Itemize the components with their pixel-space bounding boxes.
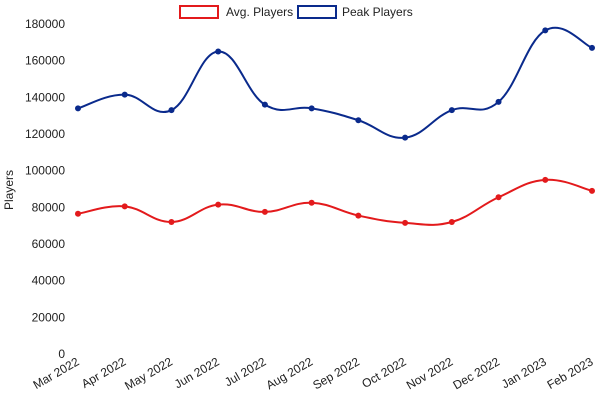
y-tick-label: 40000 — [32, 274, 66, 288]
legend-label-avg-players: Avg. Players — [226, 5, 293, 19]
legend-swatch-avg-players — [179, 5, 219, 19]
data-point-peak-players[interactable] — [261, 101, 268, 108]
series-peak-players — [75, 26, 595, 141]
data-point-peak-players[interactable] — [121, 91, 128, 98]
data-point-avg-players[interactable] — [448, 219, 455, 225]
data-point-avg-players[interactable] — [75, 210, 81, 217]
x-tick-label: Mar 2022 — [31, 354, 82, 392]
x-tick-label: Jun 2022 — [172, 354, 222, 391]
data-point-peak-players[interactable] — [448, 107, 455, 114]
x-tick-label: Sep 2022 — [310, 354, 362, 392]
data-point-avg-players[interactable] — [121, 203, 128, 210]
data-point-peak-players[interactable] — [589, 44, 595, 51]
x-tick-label: Nov 2022 — [404, 354, 456, 392]
data-point-avg-players[interactable] — [168, 219, 175, 225]
data-point-peak-players[interactable] — [168, 107, 175, 114]
y-axis-title: Players — [2, 170, 16, 210]
data-point-avg-players[interactable] — [589, 187, 595, 194]
y-tick-label: 100000 — [25, 164, 65, 178]
y-tick-label: 60000 — [32, 237, 66, 251]
data-point-peak-players[interactable] — [75, 105, 81, 112]
legend: Avg. Players Peak Players — [179, 5, 413, 19]
series-layer — [75, 26, 595, 226]
legend-label-peak-players: Peak Players — [342, 5, 413, 19]
x-tick-label: Aug 2022 — [264, 354, 316, 392]
x-tick-label: Jul 2022 — [222, 354, 269, 389]
legend-item-peak-players[interactable]: Peak Players — [297, 5, 413, 19]
x-tick-label: Oct 2022 — [359, 354, 408, 391]
series-line-avg-players — [77, 178, 593, 226]
y-tick-label: 0 — [58, 347, 65, 361]
y-tick-label: 160000 — [25, 54, 65, 68]
y-tick-label: 140000 — [25, 90, 65, 104]
y-tick-label: 180000 — [25, 17, 65, 31]
data-point-avg-players[interactable] — [308, 199, 315, 206]
data-point-avg-players[interactable] — [402, 219, 409, 226]
data-point-peak-players[interactable] — [495, 98, 502, 105]
x-tick-label: Dec 2022 — [451, 354, 503, 392]
data-point-peak-players[interactable] — [308, 105, 315, 112]
data-point-peak-players[interactable] — [402, 134, 409, 141]
x-tick-label: Apr 2022 — [79, 354, 128, 391]
x-tick-label: May 2022 — [122, 354, 175, 393]
legend-item-avg-players[interactable]: Avg. Players — [179, 5, 293, 19]
y-tick-label: 80000 — [32, 200, 66, 214]
legend-swatch-peak-players — [297, 5, 337, 19]
x-tick-label: Jan 2023 — [499, 354, 549, 391]
y-axis-ticks: 0 20000 40000 60000 80000 100000 120000 140000 1… — [25, 17, 65, 361]
x-tick-label: Feb 2023 — [545, 354, 596, 392]
data-point-avg-players[interactable] — [261, 208, 268, 215]
data-point-peak-players[interactable] — [542, 27, 549, 34]
data-point-avg-players[interactable] — [215, 201, 222, 208]
data-point-avg-players[interactable] — [355, 212, 362, 219]
data-point-peak-players[interactable] — [355, 117, 362, 124]
data-point-avg-players[interactable] — [542, 176, 549, 183]
y-tick-label: 120000 — [25, 127, 65, 141]
y-tick-label: 20000 — [32, 310, 66, 324]
series-line-peak-players — [77, 26, 593, 139]
data-point-avg-players[interactable] — [495, 194, 502, 201]
series-avg-players — [75, 176, 595, 226]
data-point-peak-players[interactable] — [215, 48, 222, 55]
